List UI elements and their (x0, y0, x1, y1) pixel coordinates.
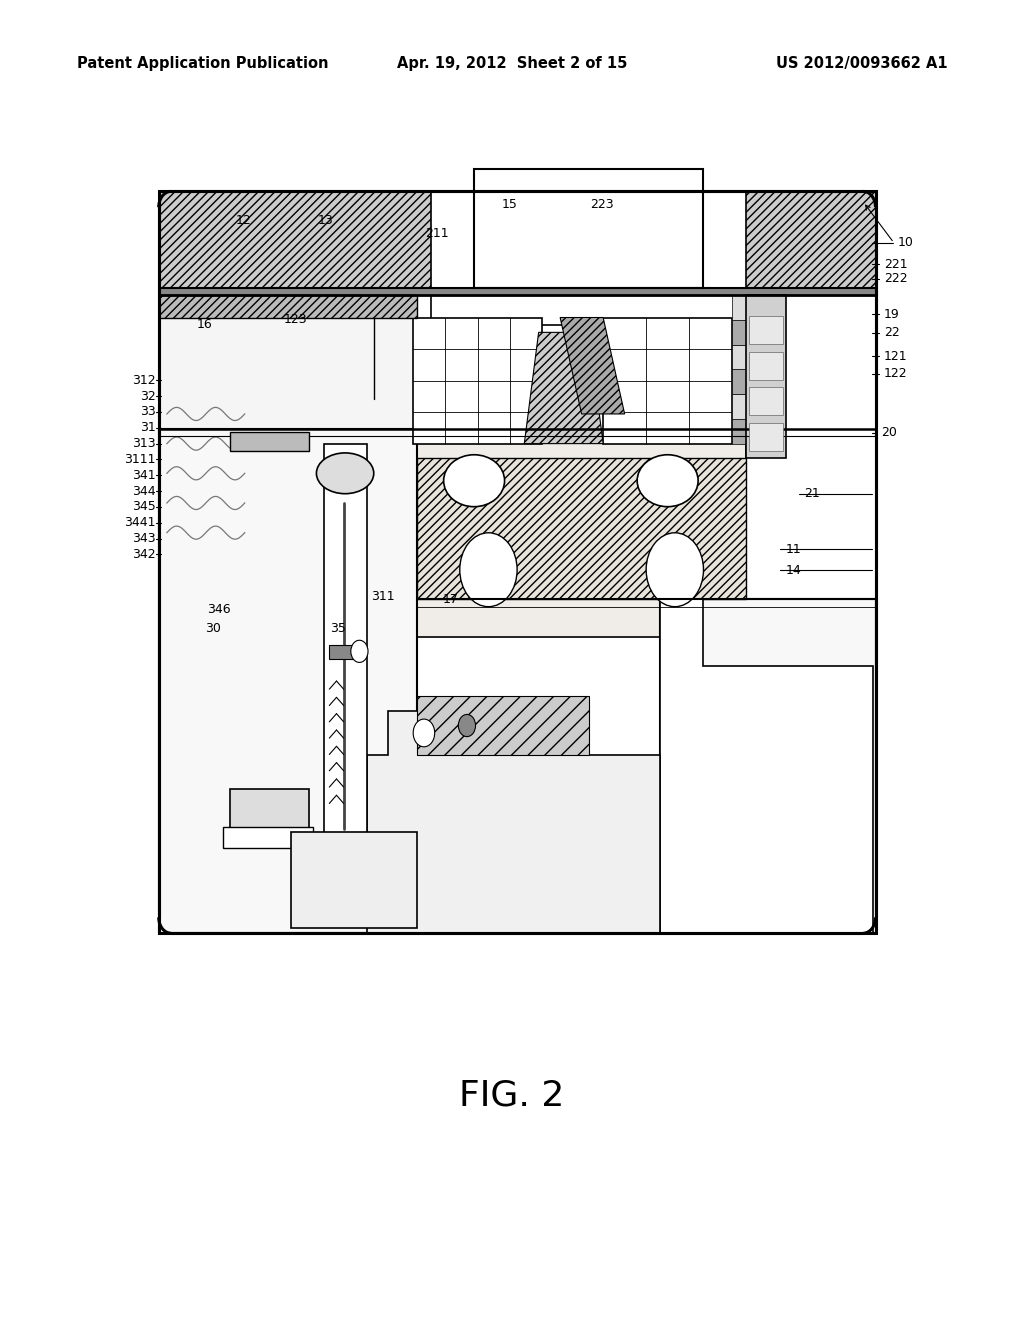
Polygon shape (524, 333, 603, 444)
Text: 10: 10 (898, 236, 914, 249)
Text: 341: 341 (132, 469, 156, 482)
Bar (159, 429, 417, 933)
Bar (159, 288, 876, 296)
Text: 344: 344 (132, 484, 156, 498)
Ellipse shape (443, 455, 505, 507)
Bar (660, 599, 876, 933)
Text: 33: 33 (140, 405, 156, 418)
Bar (732, 395, 746, 418)
Polygon shape (746, 191, 876, 288)
Text: 21: 21 (804, 487, 819, 500)
Polygon shape (560, 318, 625, 414)
Bar (732, 296, 746, 319)
Text: 221: 221 (884, 257, 907, 271)
Bar (330, 645, 360, 659)
Text: 32: 32 (140, 389, 156, 403)
Text: 346: 346 (207, 603, 230, 616)
Bar (223, 828, 313, 847)
Bar (732, 370, 746, 395)
Bar (159, 191, 876, 933)
Text: 14: 14 (785, 564, 801, 577)
Ellipse shape (316, 453, 374, 494)
Text: 123: 123 (284, 313, 307, 326)
Bar (749, 422, 783, 451)
Bar (291, 832, 417, 928)
Bar (603, 318, 732, 444)
Text: 211: 211 (425, 227, 449, 240)
Text: 30: 30 (205, 622, 221, 635)
Text: 223: 223 (590, 198, 613, 211)
Bar (324, 444, 334, 837)
Bar (159, 296, 417, 318)
Polygon shape (417, 458, 746, 599)
Polygon shape (660, 599, 873, 933)
Circle shape (646, 533, 703, 607)
Text: 17: 17 (442, 593, 459, 606)
Text: Apr. 19, 2012  Sheet 2 of 15: Apr. 19, 2012 Sheet 2 of 15 (397, 55, 627, 71)
Circle shape (351, 640, 368, 663)
Text: 35: 35 (330, 622, 346, 635)
Polygon shape (417, 696, 589, 755)
Text: US 2012/0093662 A1: US 2012/0093662 A1 (775, 55, 947, 71)
Circle shape (460, 533, 517, 607)
Bar (749, 315, 783, 345)
Bar (474, 169, 703, 288)
Bar (732, 319, 746, 345)
Bar (746, 296, 786, 458)
Bar (732, 418, 746, 444)
Bar (159, 296, 417, 562)
Polygon shape (367, 710, 660, 933)
Text: 13: 13 (317, 214, 333, 227)
Bar (230, 433, 309, 451)
Bar (732, 345, 746, 370)
Text: 31: 31 (140, 421, 156, 434)
Bar (749, 351, 783, 380)
Circle shape (459, 714, 475, 737)
Polygon shape (159, 191, 431, 288)
Text: 16: 16 (197, 318, 212, 331)
Bar (431, 288, 746, 325)
Bar (324, 444, 367, 837)
Bar (356, 444, 367, 837)
Text: 11: 11 (785, 543, 801, 556)
Text: 15: 15 (502, 198, 518, 211)
Text: Patent Application Publication: Patent Application Publication (77, 55, 329, 71)
Text: 121: 121 (884, 350, 907, 363)
Bar (749, 387, 783, 416)
Bar (417, 436, 746, 636)
Text: 342: 342 (132, 548, 156, 561)
Text: 12: 12 (236, 214, 251, 227)
Text: 312: 312 (132, 374, 156, 387)
Text: 19: 19 (884, 308, 899, 321)
Text: FIG. 2: FIG. 2 (460, 1078, 564, 1113)
Text: 345: 345 (132, 500, 156, 513)
Circle shape (414, 719, 435, 747)
Text: 313: 313 (132, 437, 156, 450)
Text: 20: 20 (881, 426, 897, 440)
Polygon shape (159, 191, 876, 933)
Text: 3111: 3111 (124, 453, 156, 466)
Text: 122: 122 (884, 367, 907, 380)
Text: 311: 311 (371, 590, 394, 603)
Ellipse shape (637, 455, 698, 507)
Bar (230, 788, 309, 829)
Text: 222: 222 (884, 272, 907, 285)
Text: 343: 343 (132, 532, 156, 545)
Text: 3441: 3441 (124, 516, 156, 529)
Text: 22: 22 (884, 326, 899, 339)
Bar (413, 318, 543, 444)
